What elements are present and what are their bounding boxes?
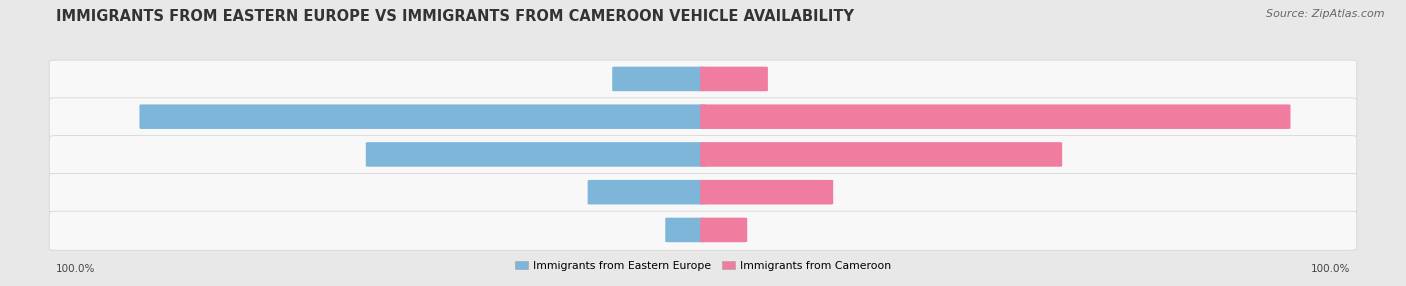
Text: 2+ Vehicles Available: 2+ Vehicles Available — [644, 150, 762, 159]
Text: 17.4%: 17.4% — [550, 187, 583, 197]
Text: 3+ Vehicles Available: 3+ Vehicles Available — [644, 187, 762, 197]
Text: 86.7%: 86.7% — [153, 112, 190, 122]
Text: No Vehicles Available: No Vehicles Available — [645, 74, 761, 84]
Text: 51.7%: 51.7% — [329, 150, 361, 159]
Text: 51.7%: 51.7% — [380, 150, 416, 159]
Text: 1+ Vehicles Available: 1+ Vehicles Available — [644, 112, 762, 122]
Text: 100.0%: 100.0% — [1310, 264, 1350, 274]
Text: 4+ Vehicles Available: 4+ Vehicles Available — [644, 225, 762, 235]
Text: 55.1%: 55.1% — [1012, 150, 1047, 159]
Legend: Immigrants from Eastern Europe, Immigrants from Cameroon: Immigrants from Eastern Europe, Immigran… — [510, 256, 896, 275]
Text: 90.4%: 90.4% — [1295, 112, 1327, 122]
Text: 51.7%: 51.7% — [329, 150, 361, 159]
Text: 55.1%: 55.1% — [1066, 150, 1099, 159]
Text: 90.4%: 90.4% — [1240, 112, 1277, 122]
Text: Source: ZipAtlas.com: Source: ZipAtlas.com — [1267, 9, 1385, 19]
Text: 55.1%: 55.1% — [1066, 150, 1099, 159]
Text: 6.4%: 6.4% — [751, 225, 778, 235]
Text: 90.4%: 90.4% — [1295, 112, 1327, 122]
Text: 86.7%: 86.7% — [103, 112, 135, 122]
Text: 100.0%: 100.0% — [56, 264, 96, 274]
Text: 9.6%: 9.6% — [772, 74, 799, 84]
Text: 13.6%: 13.6% — [575, 74, 607, 84]
Text: 5.4%: 5.4% — [634, 225, 661, 235]
Text: IMMIGRANTS FROM EASTERN EUROPE VS IMMIGRANTS FROM CAMEROON VEHICLE AVAILABILITY: IMMIGRANTS FROM EASTERN EUROPE VS IMMIGR… — [56, 9, 855, 23]
Text: 86.7%: 86.7% — [103, 112, 135, 122]
Text: 19.7%: 19.7% — [838, 187, 870, 197]
